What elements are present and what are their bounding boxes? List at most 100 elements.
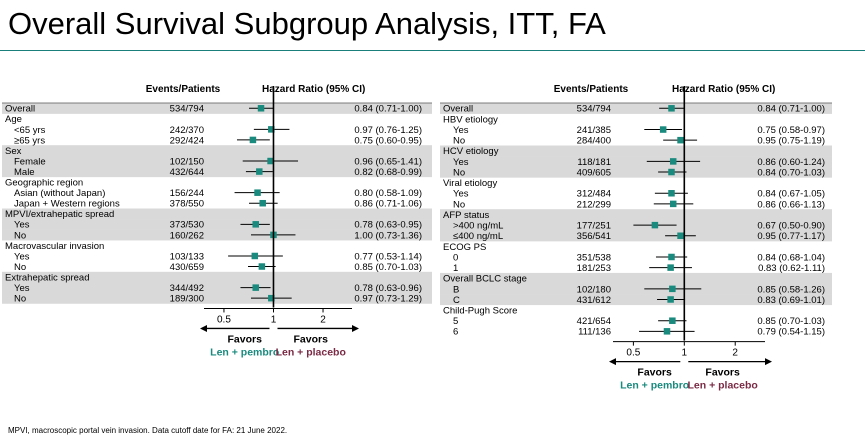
subgroup-label: Sex: [5, 146, 22, 157]
subgroup-label: Yes: [14, 251, 30, 262]
subgroup-label: Age: [5, 114, 22, 125]
hazard-ratio-ci: 0.97 (0.76-1.25): [354, 125, 422, 136]
favors-left-label: Favors: [228, 333, 263, 345]
events-value: 409/605: [577, 167, 611, 178]
row-shade: [2, 219, 432, 230]
subgroup-label: 0: [453, 252, 458, 263]
favors-left-label: Favors: [637, 367, 672, 379]
subgroup-label: No: [453, 199, 465, 210]
subgroup-label: Yes: [453, 189, 469, 200]
row-shade: [2, 282, 432, 294]
hazard-ratio-marker: [668, 253, 675, 261]
row-shade: [2, 103, 432, 114]
events-value: 534/794: [170, 104, 204, 115]
subgroup-label: Yes: [453, 157, 469, 168]
subgroup-label: Macrovascular invasion: [5, 241, 104, 252]
row-shade: [2, 145, 432, 157]
subgroup-label: AFP status: [443, 210, 490, 221]
subgroup-label: <65 yrs: [14, 125, 46, 136]
subgroup-label: Geographic region: [5, 178, 83, 189]
hazard-ratio-ci: 0.97 (0.73-1.29): [354, 294, 422, 305]
subgroup-label: Japan + Western regions: [14, 199, 120, 210]
events-value: 431/612: [577, 295, 611, 306]
events-value: 103/133: [170, 251, 204, 262]
events-value: 430/659: [170, 262, 204, 273]
hazard-ratio-ci: 0.78 (0.63-0.96): [354, 283, 422, 294]
row-shade: [2, 292, 432, 304]
favors-left-arm: Len + pembro: [210, 346, 279, 358]
x-tick-label: 1: [682, 348, 688, 359]
hazard-ratio-ci: 0.86 (0.66-1.13): [757, 199, 825, 210]
hazard-ratio-marker: [669, 317, 676, 324]
favors-left-arrowhead: [609, 358, 616, 366]
favors-right-arrowhead: [352, 324, 359, 332]
hazard-ratio-ci: 0.86 (0.60-1.24): [757, 157, 825, 168]
hazard-ratio-ci: 0.84 (0.70-1.03): [757, 167, 825, 178]
subgroup-label: Male: [14, 167, 35, 178]
hazard-ratio-ci: 0.84 (0.68-1.04): [757, 252, 825, 263]
row-shade: [440, 145, 832, 157]
hazard-ratio-marker: [251, 252, 259, 260]
events-value: 102/180: [577, 284, 611, 295]
subgroup-label: ≥65 yrs: [14, 135, 45, 146]
row-shade: [440, 166, 832, 178]
x-tick-label: 0.5: [217, 314, 231, 325]
hazard-ratio-ci: 0.79 (0.54-1.15): [757, 327, 825, 338]
hazard-ratio-ci: 0.84 (0.67-1.05): [757, 189, 825, 200]
x-tick-label: 2: [732, 348, 738, 359]
events-value: 378/550: [170, 199, 204, 210]
x-tick-label: 1: [271, 314, 277, 325]
subgroup-label: Extrahepatic spread: [5, 272, 90, 283]
hazard-ratio-ci: 0.82 (0.68-0.99): [354, 167, 422, 178]
hazard-ratio-marker: [669, 285, 676, 293]
hazard-ratio-marker: [268, 294, 275, 302]
events-value: 373/530: [170, 220, 204, 231]
hazard-ratio-marker: [667, 264, 674, 271]
subgroup-label: HCV etiology: [443, 146, 499, 157]
hazard-ratio-ci: 1.00 (0.73-1.36): [354, 230, 422, 241]
subgroup-label: Yes: [453, 125, 469, 136]
subgroup-label: ECOG PS: [443, 242, 486, 253]
events-value: 156/244: [170, 188, 204, 199]
hazard-ratio-ci: 0.83 (0.69-1.01): [757, 295, 825, 306]
subgroup-label: No: [14, 262, 26, 273]
hazard-ratio-ci: 0.95 (0.75-1.19): [757, 136, 825, 147]
events-value: 292/424: [170, 135, 204, 146]
hazard-ratio-marker: [268, 126, 275, 133]
favors-right-arm: Len + placebo: [687, 380, 757, 392]
hazard-ratio-marker: [669, 158, 677, 165]
subgroup-label: 5: [453, 316, 458, 327]
hazard-ratio-marker: [668, 105, 675, 112]
row-shade: [2, 271, 432, 283]
row-shade: [440, 283, 832, 295]
row-shade: [2, 229, 432, 241]
hazard-ratio-ci: 0.85 (0.70-1.03): [757, 316, 825, 327]
subgroup-label: Overall: [443, 104, 473, 115]
x-tick-label: 0.5: [626, 348, 640, 359]
row-shade: [440, 103, 832, 114]
favors-right-arrowhead: [765, 358, 772, 366]
events-value: 356/541: [577, 231, 611, 242]
hazard-ratio-marker: [663, 328, 671, 335]
hazard-ratio-marker: [258, 263, 266, 270]
subgroup-label: Yes: [14, 220, 30, 231]
events-value: 284/400: [577, 136, 611, 147]
hazard-ratio-ci: 0.95 (0.77-1.17): [757, 231, 825, 242]
hazard-ratio-marker: [259, 199, 266, 207]
events-value: 212/299: [577, 199, 611, 210]
favors-right-arm: Len + placebo: [276, 346, 346, 358]
hazard-ratio-marker: [659, 126, 667, 133]
hazard-ratio-marker: [254, 189, 261, 196]
x-tick-label: 2: [320, 314, 326, 325]
hazard-ratio-marker: [256, 168, 263, 175]
row-shade: [2, 208, 432, 220]
hazard-ratio-marker: [669, 200, 677, 208]
subgroup-label: 1: [453, 263, 458, 274]
hazard-ratio-marker: [252, 221, 259, 228]
subgroup-label: 6: [453, 327, 458, 338]
events-value: 534/794: [577, 104, 611, 115]
events-value: 177/251: [577, 221, 611, 232]
header-hazard-ratio: Hazard Ratio (95% CI): [672, 84, 775, 95]
